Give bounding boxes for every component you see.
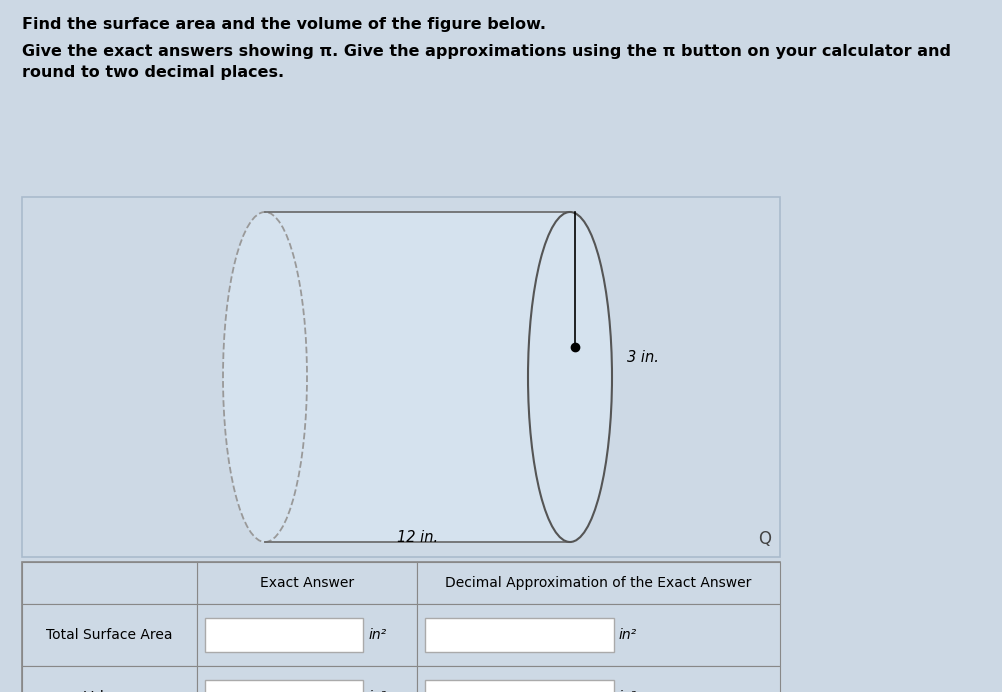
Text: Exact Answer: Exact Answer [260, 576, 354, 590]
Text: Decimal Approximation of the Exact Answer: Decimal Approximation of the Exact Answe… [445, 576, 752, 590]
Bar [205, 618, 364, 652]
Ellipse shape [223, 212, 307, 542]
Text: in²: in² [619, 628, 637, 642]
Bar [197, 562, 417, 604]
Bar [205, 680, 364, 692]
Text: Q: Q [759, 530, 772, 548]
Bar [22, 604, 197, 666]
Bar [425, 680, 614, 692]
Bar [417, 562, 780, 604]
Text: in³: in³ [619, 690, 637, 692]
Bar [22, 666, 197, 692]
Text: Give the exact answers showing π. Give the approximations using the π button on : Give the exact answers showing π. Give t… [22, 44, 951, 80]
Bar [265, 212, 570, 542]
Bar [417, 604, 780, 666]
Text: Find the surface area and the volume of the figure below.: Find the surface area and the volume of … [22, 17, 546, 32]
Text: 3 in.: 3 in. [627, 349, 659, 365]
Text: in²: in² [369, 628, 387, 642]
Text: Total Surface Area: Total Surface Area [46, 628, 172, 642]
Text: 12 in.: 12 in. [397, 530, 438, 545]
Bar [417, 666, 780, 692]
Text: Volume: Volume [84, 690, 135, 692]
Bar [197, 604, 417, 666]
Bar [22, 562, 197, 604]
Ellipse shape [528, 212, 612, 542]
Bar [197, 666, 417, 692]
Bar [22, 197, 780, 557]
Bar [22, 562, 780, 692]
Text: in³: in³ [369, 690, 387, 692]
Bar [425, 618, 614, 652]
